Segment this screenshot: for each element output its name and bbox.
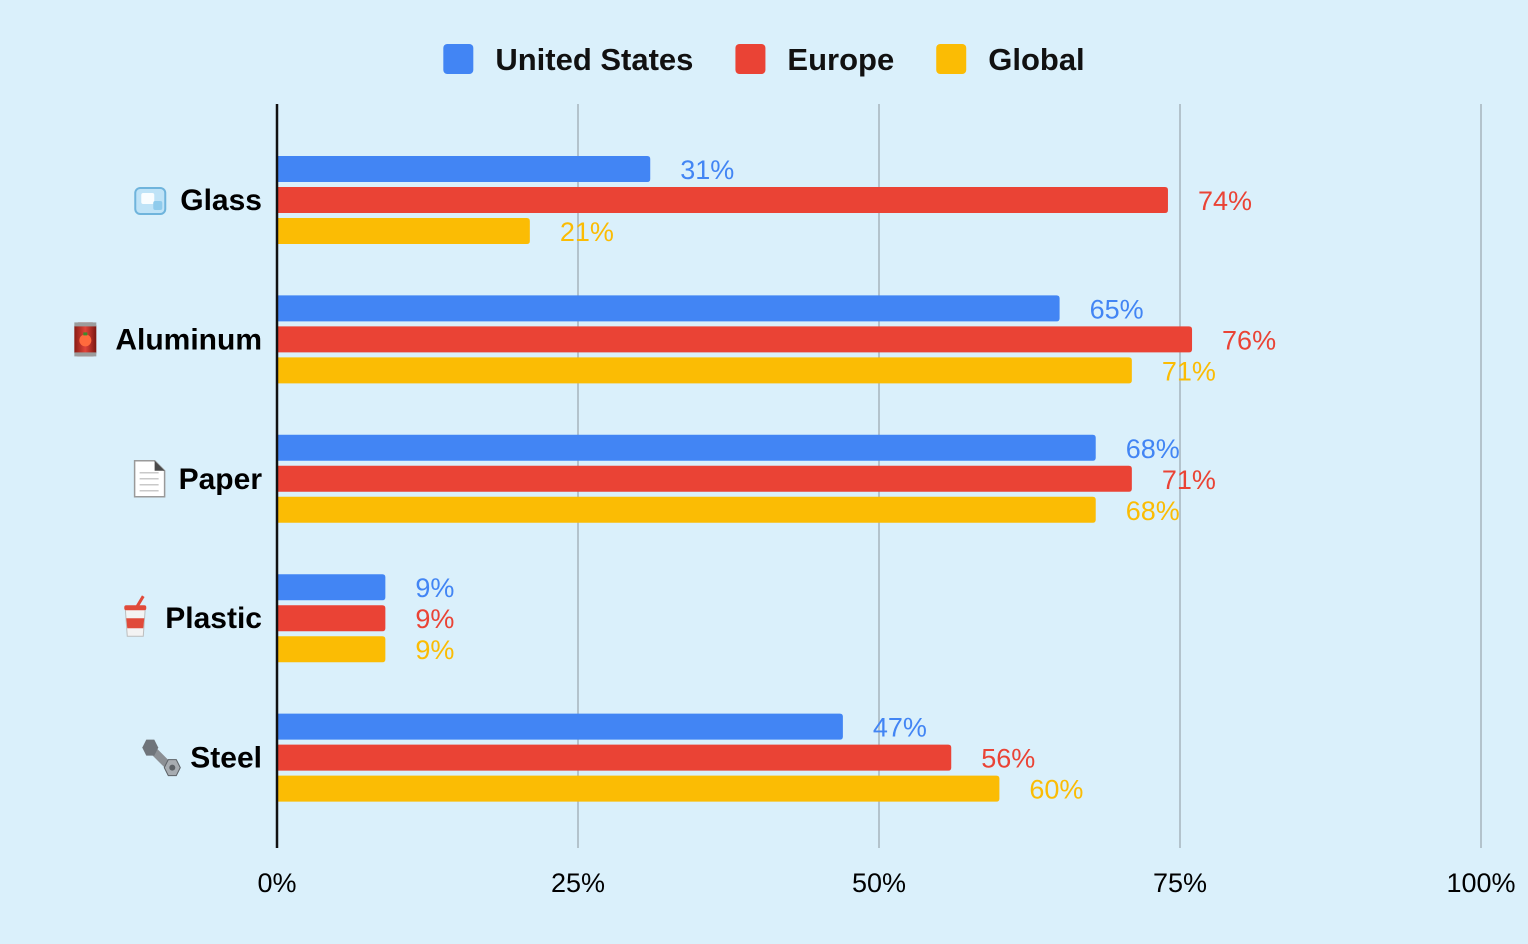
data-label: 9% (415, 573, 454, 603)
legend: United States Europe Global (443, 42, 1085, 77)
data-label: 9% (415, 635, 454, 665)
data-label: 68% (1126, 496, 1180, 526)
labels: 31%74%21%Glass65%76%71%Aluminum68%71%68%… (74, 155, 1276, 805)
legend-swatch (735, 44, 766, 74)
data-label: 31% (680, 155, 734, 185)
x-tick-label: 0% (257, 868, 296, 898)
paper-page-icon (133, 460, 166, 498)
bar (277, 218, 530, 244)
bar (277, 496, 1096, 523)
data-label: 71% (1162, 465, 1216, 495)
nut-and-bolt-icon (142, 739, 181, 777)
bar (277, 574, 386, 601)
cup-with-straw-icon (124, 595, 147, 637)
data-label: 65% (1090, 294, 1144, 324)
bar (277, 636, 386, 663)
data-label: 74% (1198, 186, 1252, 216)
x-tick-label: 100% (1446, 868, 1515, 898)
bar (277, 295, 1060, 322)
axes: 0% 25% 50% 75% 100% (257, 104, 1516, 898)
legend-swatch (443, 44, 474, 74)
category-label: Plastic (165, 602, 262, 635)
category-label: Steel (190, 742, 262, 775)
bar (277, 465, 1132, 492)
bar (277, 156, 651, 182)
category-label: Paper (179, 463, 263, 496)
data-label: 68% (1126, 434, 1180, 464)
x-tick-label: 75% (1153, 868, 1207, 898)
x-tick-label: 50% (852, 868, 906, 898)
data-label: 47% (873, 713, 927, 743)
data-label: 56% (981, 744, 1035, 774)
legend-label: United States (495, 42, 693, 77)
bar (277, 434, 1096, 461)
ice-cube-icon (134, 187, 167, 215)
data-label: 60% (1029, 775, 1083, 805)
bar (277, 187, 1168, 213)
category-label: Aluminum (115, 323, 262, 356)
tomato-can-icon (74, 322, 97, 357)
data-label: 21% (560, 217, 614, 247)
data-label: 9% (415, 604, 454, 634)
legend-label: Global (988, 42, 1084, 77)
legend-label: Europe (787, 42, 894, 77)
bars (277, 156, 1193, 802)
bar (277, 775, 1000, 802)
x-tick-label: 25% (551, 868, 605, 898)
bar (277, 605, 386, 632)
category-label: Glass (180, 184, 262, 217)
bar (277, 357, 1132, 384)
legend-swatch (936, 44, 967, 74)
data-label: 71% (1162, 356, 1216, 386)
bar (277, 744, 952, 771)
data-label: 76% (1222, 325, 1276, 355)
bar (277, 326, 1193, 353)
bar (277, 713, 843, 740)
